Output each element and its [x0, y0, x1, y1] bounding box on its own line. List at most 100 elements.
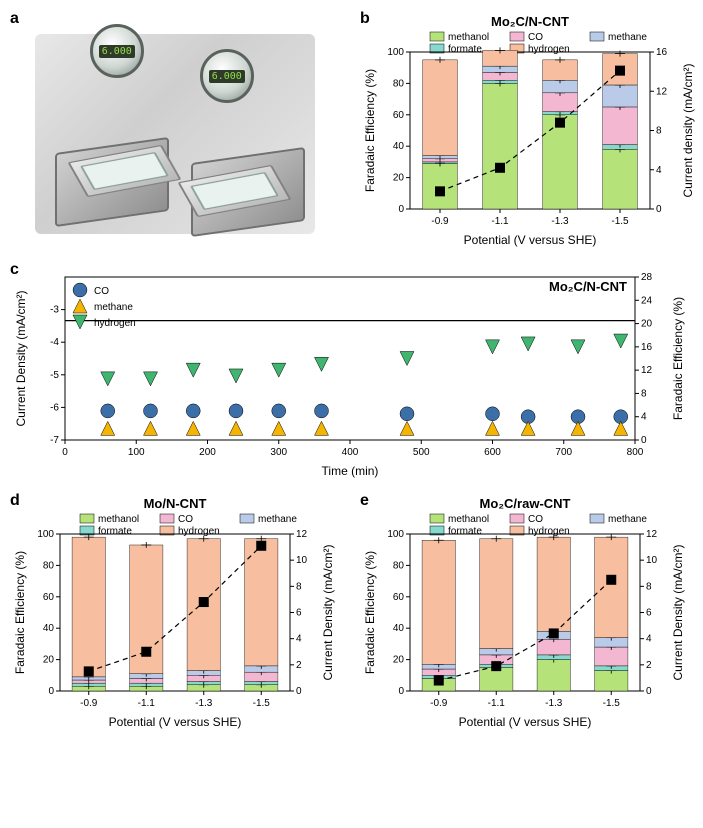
- svg-text:Mo₂C/N-CNT: Mo₂C/N-CNT: [549, 279, 627, 294]
- svg-text:formate: formate: [98, 526, 132, 537]
- svg-text:400: 400: [342, 447, 359, 458]
- svg-text:methanol: methanol: [448, 32, 489, 43]
- svg-text:CO: CO: [94, 286, 109, 297]
- svg-text:-7: -7: [50, 435, 59, 446]
- svg-text:-1.5: -1.5: [611, 216, 629, 227]
- svg-text:80: 80: [43, 560, 55, 571]
- svg-text:100: 100: [128, 447, 145, 458]
- svg-text:Current Density (mA/cm²): Current Density (mA/cm²): [321, 544, 335, 680]
- svg-text:4: 4: [646, 634, 652, 645]
- svg-text:20: 20: [393, 655, 405, 666]
- svg-text:200: 200: [199, 447, 216, 458]
- svg-text:hydrogen: hydrogen: [94, 318, 136, 329]
- svg-text:-4: -4: [50, 337, 59, 348]
- svg-text:methane: methane: [258, 514, 297, 525]
- svg-text:Faradaic Efficiency (%): Faradaic Efficiency (%): [13, 551, 27, 674]
- svg-text:60: 60: [43, 592, 55, 603]
- svg-text:0: 0: [62, 447, 68, 458]
- svg-text:500: 500: [413, 447, 430, 458]
- svg-text:40: 40: [393, 623, 405, 634]
- panel-label-e: e: [360, 492, 369, 510]
- svg-text:hydrogen: hydrogen: [528, 526, 570, 537]
- svg-text:80: 80: [393, 560, 405, 571]
- svg-text:-1.1: -1.1: [491, 216, 509, 227]
- svg-text:40: 40: [393, 141, 405, 152]
- svg-text:-0.9: -0.9: [80, 698, 98, 709]
- svg-text:-6: -6: [50, 402, 59, 413]
- svg-text:Mo/N-CNT: Mo/N-CNT: [144, 496, 207, 511]
- svg-text:8: 8: [646, 581, 652, 592]
- svg-text:60: 60: [393, 592, 405, 603]
- chart-d: Mo/N-CNTmethanolCOmethaneformatehydrogen…: [10, 496, 340, 731]
- svg-text:hydrogen: hydrogen: [178, 526, 220, 537]
- svg-text:300: 300: [270, 447, 287, 458]
- svg-text:Potential (V versus SHE): Potential (V versus SHE): [464, 233, 597, 247]
- svg-text:-1.1: -1.1: [138, 698, 156, 709]
- svg-text:4: 4: [296, 634, 302, 645]
- svg-text:100: 100: [387, 47, 404, 58]
- panel-label-d: d: [10, 492, 20, 510]
- svg-text:-1.1: -1.1: [488, 698, 506, 709]
- svg-text:-0.9: -0.9: [430, 698, 448, 709]
- svg-text:16: 16: [656, 47, 668, 58]
- svg-text:0: 0: [296, 686, 302, 697]
- svg-text:Time (min): Time (min): [322, 464, 379, 478]
- panel-e: e Mo₂C/raw-CNTmethanolCOmethaneformatehy…: [360, 492, 700, 731]
- svg-text:12: 12: [641, 365, 653, 376]
- svg-text:2: 2: [296, 660, 302, 671]
- svg-text:CO: CO: [528, 514, 543, 525]
- svg-text:methane: methane: [608, 514, 647, 525]
- svg-text:hydrogen: hydrogen: [528, 44, 570, 55]
- svg-text:12: 12: [646, 529, 658, 540]
- gauge-readout-2: 6.000: [209, 70, 245, 83]
- svg-text:0: 0: [641, 435, 647, 446]
- svg-text:Current Density (mA/cm²): Current Density (mA/cm²): [14, 290, 28, 426]
- svg-text:CO: CO: [528, 32, 543, 43]
- svg-text:CO: CO: [178, 514, 193, 525]
- svg-text:methanol: methanol: [448, 514, 489, 525]
- svg-text:8: 8: [656, 126, 662, 137]
- svg-text:Current density (mA/cm²): Current density (mA/cm²): [681, 63, 695, 197]
- svg-text:8: 8: [296, 581, 302, 592]
- svg-text:8: 8: [641, 388, 647, 399]
- chart-e: Mo₂C/raw-CNTmethanolCOmethaneformatehydr…: [360, 496, 690, 731]
- panel-a: a 6.000 6.000: [10, 10, 340, 249]
- gauge-readout-1: 6.000: [99, 45, 135, 58]
- svg-text:Mo₂C/N-CNT: Mo₂C/N-CNT: [491, 14, 569, 29]
- svg-text:10: 10: [296, 555, 308, 566]
- svg-text:-0.9: -0.9: [431, 216, 449, 227]
- svg-text:4: 4: [656, 165, 662, 176]
- svg-text:700: 700: [555, 447, 572, 458]
- svg-text:-1.3: -1.3: [195, 698, 213, 709]
- svg-text:-1.5: -1.5: [253, 698, 271, 709]
- svg-text:Faradaic Efficiency (%): Faradaic Efficiency (%): [363, 69, 377, 192]
- svg-text:0: 0: [656, 204, 662, 215]
- svg-text:20: 20: [641, 319, 653, 330]
- svg-text:24: 24: [641, 295, 653, 306]
- svg-text:formate: formate: [448, 526, 482, 537]
- panel-c: c 0100200300400500600700800-7-6-5-4-3048…: [10, 261, 700, 480]
- svg-text:28: 28: [641, 272, 653, 283]
- chart-b: Mo₂C/N-CNTmethanolCOmethaneformatehydrog…: [360, 14, 700, 249]
- svg-text:Faradaic Efficiency (%): Faradaic Efficiency (%): [671, 297, 685, 420]
- svg-text:20: 20: [43, 655, 55, 666]
- svg-text:2: 2: [646, 660, 652, 671]
- svg-text:100: 100: [37, 529, 54, 540]
- svg-text:6: 6: [296, 608, 302, 619]
- svg-text:Current Density (mA/cm²): Current Density (mA/cm²): [671, 544, 685, 680]
- svg-text:16: 16: [641, 342, 653, 353]
- svg-text:Faradaic Efficiency (%): Faradaic Efficiency (%): [363, 551, 377, 674]
- svg-text:Potential (V versus SHE): Potential (V versus SHE): [459, 715, 592, 729]
- panel-d: d Mo/N-CNTmethanolCOmethaneformatehydrog…: [10, 492, 340, 731]
- panel-label-c: c: [10, 261, 19, 279]
- svg-text:-1.5: -1.5: [603, 698, 621, 709]
- svg-text:0: 0: [398, 204, 404, 215]
- svg-text:4: 4: [641, 412, 647, 423]
- svg-text:-1.3: -1.3: [551, 216, 569, 227]
- svg-text:methane: methane: [94, 302, 133, 313]
- svg-text:800: 800: [627, 447, 644, 458]
- svg-text:60: 60: [393, 110, 405, 121]
- svg-text:40: 40: [43, 623, 55, 634]
- svg-text:80: 80: [393, 78, 405, 89]
- panel-b: b Mo₂C/N-CNTmethanolCOmethaneformatehydr…: [360, 10, 700, 249]
